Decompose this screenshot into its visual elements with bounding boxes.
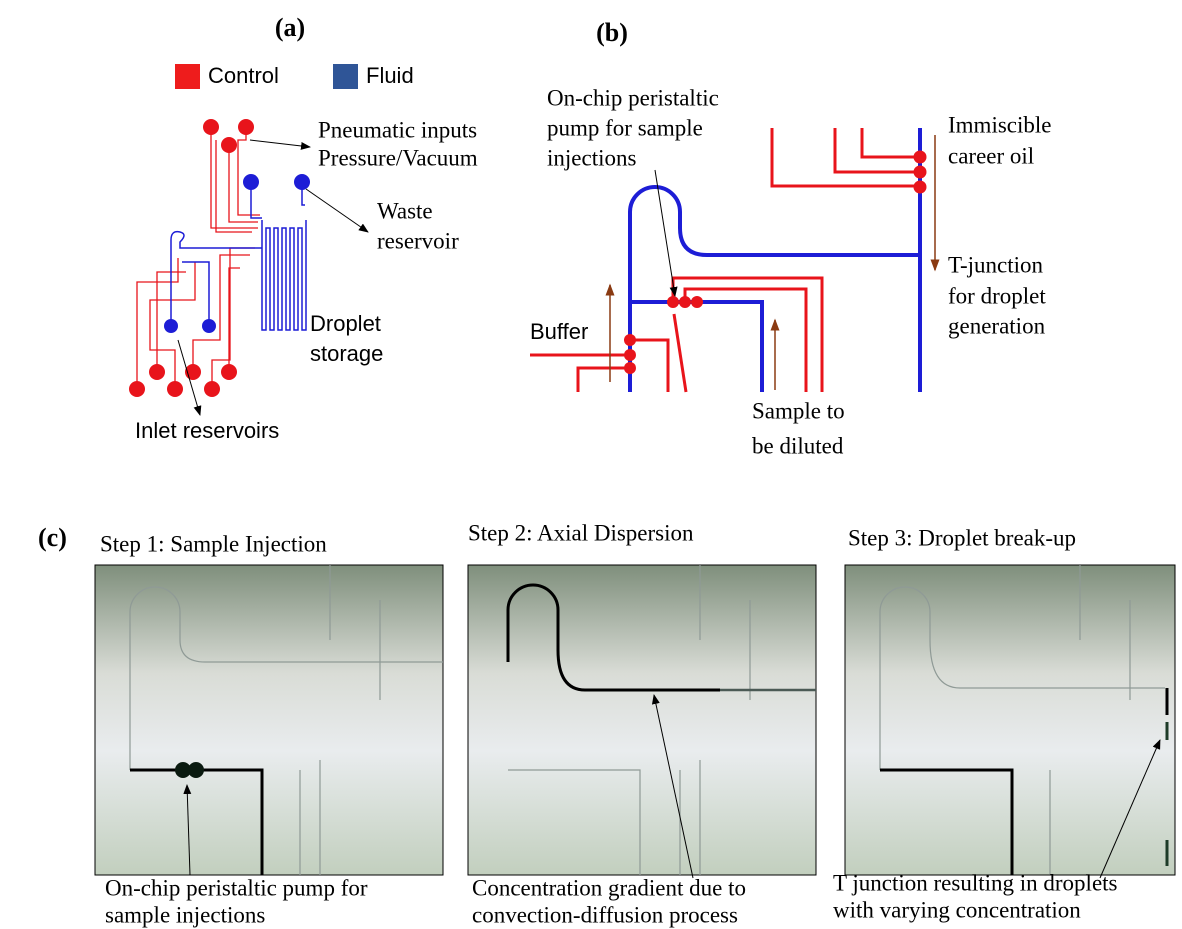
annotation: Inlet reservoirs: [135, 418, 279, 443]
annotation: Pneumatic inputs: [318, 117, 477, 142]
reservoir-dot: [149, 364, 165, 380]
annotation: Pressure/Vacuum: [318, 145, 478, 170]
panel-c: (c) Step 1: Sample Injection Step 2: Axi…: [38, 520, 1175, 927]
reservoir-dot: [624, 362, 636, 374]
photo: [845, 565, 1175, 875]
step-title: Step 1: Sample Injection: [100, 531, 327, 556]
reservoir-dot: [204, 381, 220, 397]
reservoir-dot: [294, 174, 310, 190]
reservoir-dot: [624, 334, 636, 346]
channel: [673, 278, 822, 392]
caption: with varying concentration: [833, 897, 1081, 922]
reservoir-dot: [129, 381, 145, 397]
reservoir-dot: [243, 174, 259, 190]
reservoir-dot: [667, 296, 679, 308]
reservoir-dot: [624, 349, 636, 361]
legend-entry: Control: [208, 63, 279, 88]
reservoir-dot: [238, 119, 254, 135]
reservoir-dot: [679, 296, 691, 308]
reservoir-dot: [164, 319, 178, 333]
panel-a: (a) Control Fluid Pneumatic inputs Press…: [129, 13, 478, 443]
annotation: injections: [547, 145, 636, 170]
legend-swatch: [175, 64, 200, 89]
shape: [845, 565, 1175, 875]
arrow: [250, 140, 310, 147]
figure: (a) Control Fluid Pneumatic inputs Press…: [0, 0, 1182, 929]
reservoir-dot: [914, 181, 927, 194]
annotation: Waste: [377, 198, 433, 223]
annotation: for droplet: [948, 283, 1046, 308]
step-title: Step 2: Axial Dispersion: [468, 520, 694, 545]
channel: [262, 220, 306, 330]
legend-swatch: [333, 64, 358, 89]
legend-entry: Fluid: [366, 63, 414, 88]
shape: [95, 565, 443, 875]
arrow: [306, 189, 368, 232]
annotation: storage: [310, 341, 383, 366]
annotation: generation: [948, 313, 1046, 338]
panel-label: (a): [275, 13, 305, 42]
annotation: On-chip peristaltic: [547, 85, 719, 110]
caption: convection-diffusion process: [472, 902, 738, 927]
reservoir-dot: [202, 319, 216, 333]
annotation: T-junction: [948, 252, 1043, 277]
shape: [468, 565, 816, 875]
reservoir-dot: [914, 151, 927, 164]
annotation: career oil: [948, 143, 1034, 168]
panel-b: (b) On-chip peristaltic pump for sample …: [530, 18, 1051, 458]
channel: [772, 128, 920, 186]
photo: [468, 565, 816, 875]
annotation: reservoir: [377, 228, 459, 253]
caption: On-chip peristaltic pump for: [105, 875, 368, 900]
reservoir-dot: [221, 137, 237, 153]
annotation: Sample to: [752, 398, 845, 423]
reservoir-dot: [167, 381, 183, 397]
chip-layout: [129, 119, 310, 397]
photo: [95, 565, 443, 875]
channel: [630, 302, 762, 392]
caption: T junction resulting in droplets: [833, 870, 1118, 895]
caption: Concentration gradient due to: [472, 875, 746, 900]
annotation: Buffer: [530, 319, 588, 344]
step-title: Step 3: Droplet break-up: [848, 525, 1076, 550]
reservoir-dot: [691, 296, 703, 308]
annotation: Droplet: [310, 311, 381, 336]
reservoir-dot: [188, 762, 204, 778]
annotation: pump for sample: [547, 115, 703, 140]
panel-label: (c): [38, 523, 67, 552]
annotation: be diluted: [752, 433, 844, 458]
page: (a) Control Fluid Pneumatic inputs Press…: [0, 0, 1182, 929]
channel: [530, 340, 668, 392]
reservoir-dot: [914, 166, 927, 179]
annotation: Immiscible: [948, 112, 1051, 137]
caption: sample injections: [105, 902, 265, 927]
reservoir-dot: [203, 119, 219, 135]
panel-label: (b): [596, 18, 628, 47]
reservoir-dot: [221, 364, 237, 380]
